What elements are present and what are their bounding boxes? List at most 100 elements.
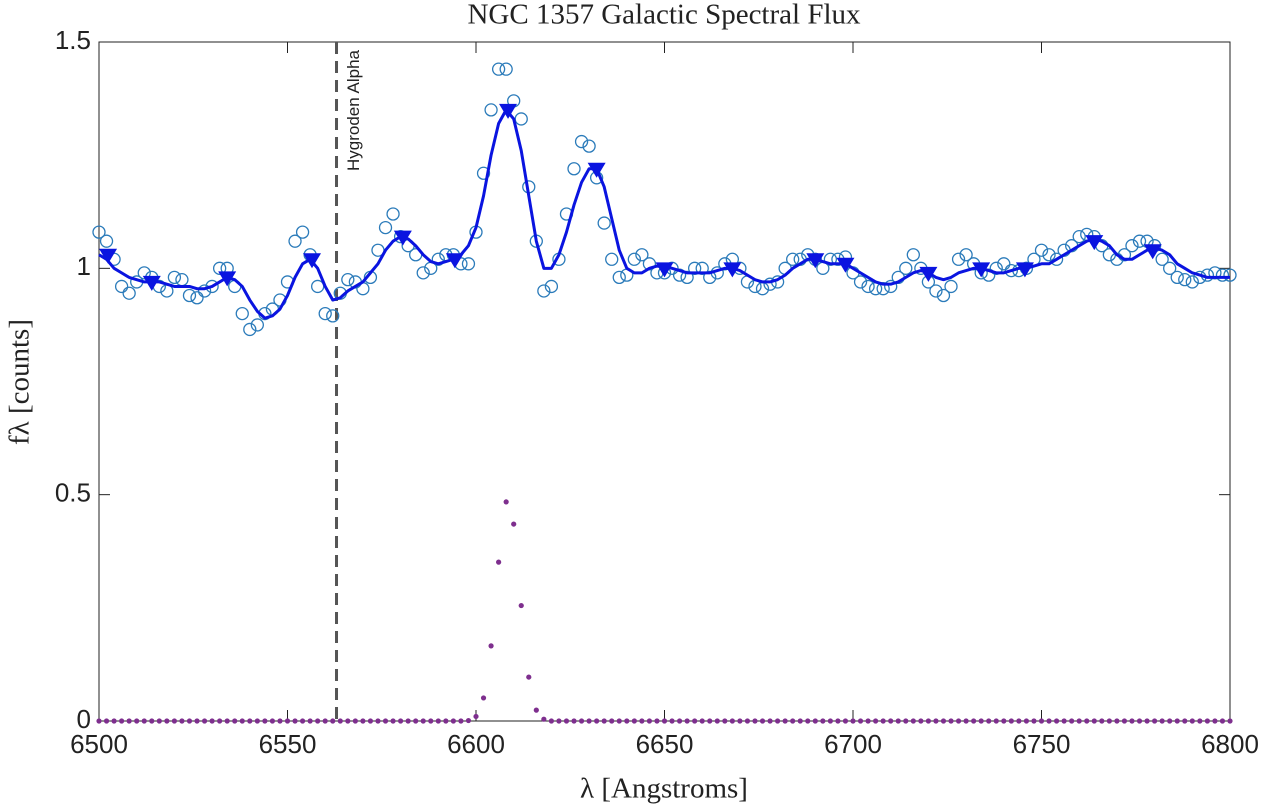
data-point xyxy=(574,134,589,149)
fit-point xyxy=(262,718,268,724)
y-tick-label: 0.5 xyxy=(55,478,91,508)
y-tick-label: 1.5 xyxy=(55,25,91,55)
data-point xyxy=(416,266,430,280)
data-point xyxy=(861,279,875,294)
fit-point xyxy=(1227,718,1233,724)
fit-point xyxy=(284,718,291,724)
fit-point xyxy=(292,718,298,724)
x-tick-label: 6600 xyxy=(447,729,505,759)
data-point xyxy=(378,220,393,235)
fit-point xyxy=(759,718,766,724)
fit-point xyxy=(1129,718,1135,724)
peak-marker xyxy=(806,253,825,269)
data-point xyxy=(190,291,204,305)
fit-point xyxy=(857,718,864,724)
fit-point xyxy=(413,718,419,724)
fit-point xyxy=(171,718,177,724)
peak-marker xyxy=(445,253,464,269)
fit-point xyxy=(435,718,441,724)
data-point xyxy=(235,306,249,321)
data-point xyxy=(567,162,581,176)
x-tick-label: 6550 xyxy=(259,729,317,759)
data-point xyxy=(537,284,551,298)
x-tick-label: 6800 xyxy=(1201,729,1259,759)
data-point xyxy=(1049,252,1064,266)
fit-point xyxy=(631,718,637,724)
fit-point xyxy=(601,718,607,724)
fit-point xyxy=(1106,718,1112,724)
fit-point xyxy=(496,559,502,565)
fit-point xyxy=(1121,718,1128,724)
fit-point xyxy=(367,718,374,724)
data-point xyxy=(137,266,151,280)
fit-point xyxy=(156,718,162,724)
fit-point xyxy=(1174,718,1180,724)
fit-point xyxy=(224,718,230,724)
fit-point xyxy=(473,713,479,720)
fit-point xyxy=(986,718,992,724)
fit-point xyxy=(978,718,984,724)
fit-point xyxy=(594,718,600,724)
fit-point xyxy=(707,718,713,724)
fit-point xyxy=(480,695,487,701)
fit-point xyxy=(805,718,811,724)
fit-point xyxy=(767,718,773,724)
fit-point xyxy=(179,718,185,724)
fit-point xyxy=(322,718,328,724)
data-point xyxy=(1163,261,1177,275)
fit-point xyxy=(345,718,351,724)
data-point xyxy=(476,166,491,180)
data-point xyxy=(114,279,129,294)
fit-point xyxy=(420,718,426,724)
data-point xyxy=(906,248,920,262)
fit-point xyxy=(639,718,645,724)
fit-point xyxy=(752,718,758,724)
fit-point xyxy=(96,718,102,724)
fit-point xyxy=(103,718,110,724)
data-point xyxy=(1034,243,1049,257)
fit-point xyxy=(699,718,705,724)
fit-point xyxy=(955,718,962,724)
fit-point xyxy=(209,718,215,724)
fit-point xyxy=(1038,718,1045,724)
data-point xyxy=(627,252,641,266)
fit-point xyxy=(1061,718,1067,724)
data-point xyxy=(295,225,310,239)
fit-point xyxy=(714,718,720,724)
fit-point xyxy=(360,718,366,724)
fit-point xyxy=(903,718,909,724)
data-point xyxy=(341,272,355,287)
peak-marker xyxy=(142,275,161,291)
fit-point xyxy=(488,643,494,649)
fit-point xyxy=(1167,718,1173,724)
data-point xyxy=(944,279,958,294)
fit-point xyxy=(232,718,238,724)
fit-point xyxy=(624,718,630,724)
fit-point xyxy=(307,718,313,724)
fit-point xyxy=(194,718,200,724)
fit-point xyxy=(1152,718,1158,724)
data-point xyxy=(122,286,136,300)
data-point xyxy=(99,234,114,248)
fit-point xyxy=(646,718,653,724)
data-point xyxy=(250,318,264,332)
fit-point xyxy=(375,718,381,724)
fit-point xyxy=(405,718,411,724)
fit-point xyxy=(729,718,735,724)
fit-point xyxy=(465,717,472,724)
data-point xyxy=(1185,275,1199,289)
fit-point xyxy=(865,718,871,724)
peak-marker xyxy=(836,257,855,273)
fit-point xyxy=(578,718,585,724)
fit-point xyxy=(330,718,336,724)
fit-point xyxy=(1189,718,1195,724)
fit-point xyxy=(134,718,140,724)
fit-point xyxy=(1016,718,1022,724)
data-point xyxy=(605,252,619,266)
fit-point xyxy=(428,718,434,724)
fit-point xyxy=(269,718,276,724)
plot-frame xyxy=(98,41,1231,722)
data-point xyxy=(597,216,611,230)
fit-point xyxy=(201,718,208,724)
fit-point xyxy=(616,718,622,724)
